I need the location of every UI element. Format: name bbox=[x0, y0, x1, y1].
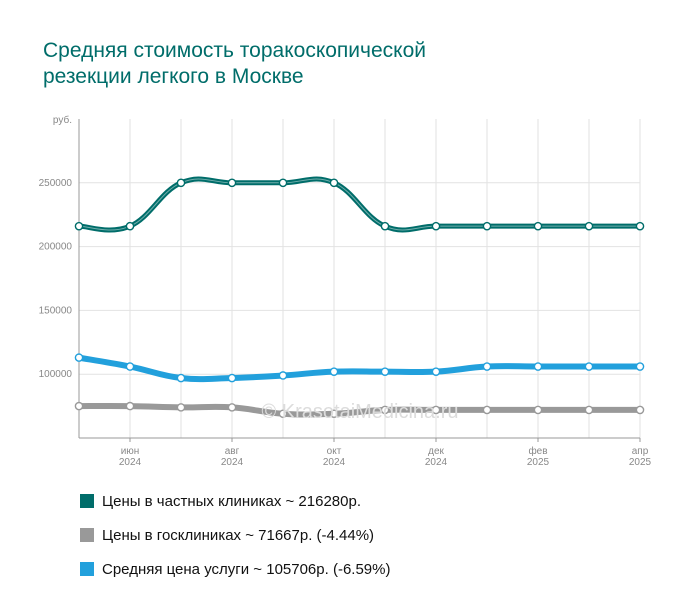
data-point[interactable] bbox=[329, 367, 339, 376]
data-point[interactable] bbox=[176, 373, 186, 383]
x-tick-label-year: 2024 bbox=[119, 457, 142, 468]
data-point[interactable] bbox=[584, 221, 594, 231]
data-point[interactable] bbox=[533, 405, 543, 415]
watermark: © KrasotaiMedicina.ru bbox=[261, 401, 458, 423]
data-point[interactable] bbox=[482, 362, 492, 371]
data-point[interactable] bbox=[74, 353, 84, 362]
data-point[interactable] bbox=[278, 178, 288, 188]
data-point[interactable] bbox=[380, 221, 390, 231]
data-point[interactable] bbox=[176, 403, 186, 412]
data-point[interactable] bbox=[227, 403, 237, 412]
legend-label: Средняя цена услуги ~ 105706р. (-6.59%) bbox=[102, 560, 391, 578]
data-point[interactable] bbox=[533, 221, 543, 231]
data-point[interactable] bbox=[584, 362, 594, 371]
y-tick-label: 250000 bbox=[39, 178, 73, 189]
y-tick-label: 150000 bbox=[39, 305, 73, 316]
series-0 bbox=[74, 176, 645, 233]
data-point[interactable] bbox=[125, 221, 135, 231]
grid bbox=[78, 119, 641, 439]
data-point[interactable] bbox=[227, 373, 237, 383]
legend-item[interactable]: Средняя цена услуги ~ 105706р. (-6.59%) bbox=[80, 552, 390, 586]
data-point[interactable] bbox=[329, 409, 339, 419]
x-tick-label-year: 2025 bbox=[527, 457, 550, 468]
data-point[interactable] bbox=[584, 405, 594, 415]
y-axis-ticks: 100000 150000 200000 250000 bbox=[39, 178, 73, 380]
x-tick-label-year: 2025 bbox=[629, 457, 652, 468]
series-line bbox=[76, 402, 643, 418]
x-tick-label-year: 2024 bbox=[425, 457, 448, 468]
data-point[interactable] bbox=[482, 221, 492, 231]
chart-title-line-2: резекции легкого в Москве bbox=[43, 65, 304, 88]
y-tick-label: 100000 bbox=[39, 369, 73, 380]
x-tick-label-month: июн bbox=[121, 446, 140, 457]
data-point[interactable] bbox=[635, 362, 645, 371]
data-point[interactable] bbox=[278, 371, 288, 380]
data-point[interactable] bbox=[329, 178, 339, 188]
data-point[interactable] bbox=[380, 405, 390, 415]
data-point[interactable] bbox=[431, 367, 441, 376]
data-point[interactable] bbox=[635, 221, 645, 231]
data-point[interactable] bbox=[125, 401, 135, 411]
series-line bbox=[76, 354, 643, 383]
chart-title: Средняя стоимость торакоскопической резе… bbox=[43, 38, 603, 90]
data-point[interactable] bbox=[278, 409, 288, 419]
x-axis-ticks: июн2024авг2024окт2024дек2024фев2025апр20… bbox=[119, 438, 652, 468]
legend-item[interactable]: Цены в госклиниках ~ 71667р. (-4.44%) bbox=[80, 518, 390, 552]
y-tick-label: 200000 bbox=[39, 242, 73, 253]
data-point[interactable] bbox=[176, 178, 186, 188]
x-tick-label-month: апр bbox=[632, 446, 649, 457]
legend-swatch bbox=[80, 494, 94, 508]
series-lines bbox=[74, 176, 645, 419]
legend-item[interactable]: Цены в частных клиниках ~ 216280р. bbox=[80, 484, 390, 518]
x-tick-label-month: авг bbox=[225, 446, 240, 457]
legend: Цены в частных клиниках ~ 216280р. Цены в… bbox=[80, 484, 390, 586]
x-tick-label-month: фев bbox=[528, 445, 547, 457]
series-2 bbox=[74, 353, 645, 383]
data-point[interactable] bbox=[380, 367, 390, 376]
series-line-highlight bbox=[78, 178, 640, 231]
data-point[interactable] bbox=[227, 178, 237, 188]
chart-title-line-1: Средняя стоимость торакоскопической bbox=[43, 39, 426, 62]
data-point[interactable] bbox=[482, 405, 492, 415]
legend-swatch bbox=[80, 528, 94, 542]
x-tick-label-month: окт bbox=[327, 446, 342, 457]
data-point[interactable] bbox=[533, 362, 543, 371]
data-point[interactable] bbox=[635, 405, 645, 415]
data-point[interactable] bbox=[74, 401, 84, 411]
x-tick-label-year: 2024 bbox=[221, 457, 244, 468]
y-axis-label: руб. bbox=[53, 114, 72, 126]
legend-label: Цены в частных клиниках ~ 216280р. bbox=[102, 492, 361, 510]
data-point[interactable] bbox=[74, 221, 84, 231]
legend-swatch bbox=[80, 562, 94, 576]
data-point[interactable] bbox=[431, 405, 441, 415]
series-1 bbox=[74, 401, 645, 419]
legend-label: Цены в госклиниках ~ 71667р. (-4.44%) bbox=[102, 526, 375, 544]
x-tick-label-year: 2024 bbox=[323, 457, 346, 468]
data-point[interactable] bbox=[431, 221, 441, 231]
data-point[interactable] bbox=[125, 362, 135, 371]
x-tick-label-month: дек bbox=[428, 446, 444, 457]
